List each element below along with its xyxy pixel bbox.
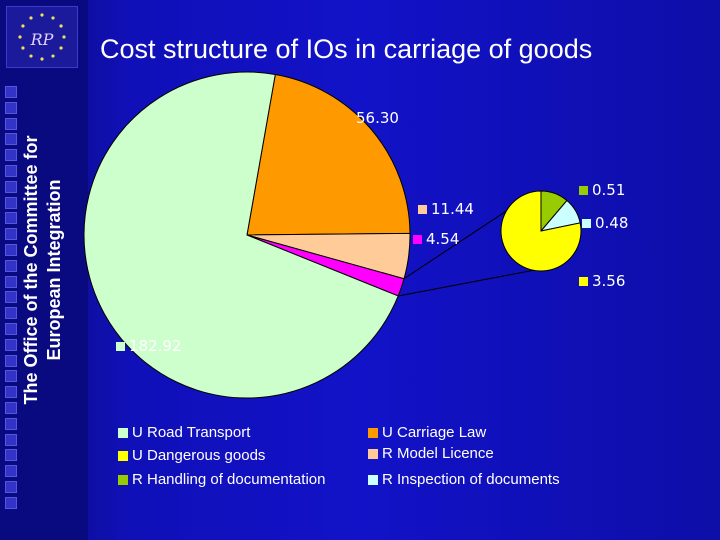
sidebar-square [5, 117, 17, 130]
data-label-sub-dangerous-goods-swatch [579, 277, 588, 286]
legend-label: R Model Licence [382, 445, 494, 462]
data-label-sub-dangerous-goods: 3.56 [592, 272, 625, 290]
sidebar-square [5, 196, 17, 209]
sub-pie-slice-u-dangerous-goods [500, 190, 582, 272]
legend-item: R Model Licence [368, 445, 494, 462]
sidebar-square [5, 101, 17, 114]
sidebar-square [5, 165, 17, 177]
sidebar-square [5, 228, 17, 241]
data-label-handling-documentation: 0.51 [592, 181, 625, 199]
legend-swatch [368, 448, 378, 459]
star-icon [29, 54, 33, 58]
data-label-road-transport-swatch [116, 342, 125, 351]
sidebar-square [5, 465, 17, 478]
sidebar-square [5, 307, 17, 320]
sidebar-square [5, 86, 17, 98]
legend-item: U Dangerous goods [118, 447, 265, 464]
legend-item: U Road Transport [118, 424, 250, 441]
pie-slice-u-carriage-law [246, 73, 411, 236]
star-icon [29, 16, 33, 20]
legend-swatch [118, 474, 128, 485]
star-icon [62, 35, 66, 39]
data-label-dangerous-goods-swatch [413, 235, 422, 244]
sidebar-square [5, 433, 17, 446]
sidebar-square [5, 417, 17, 430]
sidebar-square [5, 149, 17, 162]
sidebar-square [5, 291, 17, 304]
star-icon [40, 13, 44, 17]
data-label-inspection-documents-swatch [582, 219, 591, 228]
legend-swatch [118, 450, 128, 461]
sidebar-square [5, 275, 17, 288]
legend-item: R Handling of documentation [118, 471, 325, 488]
data-label-model-licence: 11.44 [431, 200, 474, 218]
star-icon [51, 54, 55, 58]
data-label-inspection-documents: 0.48 [595, 214, 628, 232]
pie-of-pie-chart: 56.30 11.44 4.54 182.92 0.51 0.48 3.56 [83, 71, 628, 399]
data-label-dangerous-goods: 4.54 [426, 230, 459, 248]
sidebar-square [5, 354, 17, 367]
star-icon [51, 16, 55, 20]
data-label-model-licence-swatch [418, 205, 427, 214]
legend-swatch [368, 474, 378, 485]
eu-stars-logo-icon: RP [18, 13, 66, 61]
legend-label: R Inspection of documents [382, 471, 560, 488]
sidebar-square [5, 496, 17, 509]
legend-item: U Carriage Law [368, 424, 486, 441]
data-label-carriage-law: 56.30 [356, 109, 399, 127]
legend-label: U Carriage Law [382, 424, 487, 441]
page-title: Cost structure of IOs in carriage of goo… [100, 34, 593, 64]
star-icon [21, 46, 25, 50]
sidebar-square [5, 212, 17, 225]
legend-label: U Dangerous goods [132, 447, 266, 464]
connector-line-bottom [398, 269, 536, 297]
data-label-carriage-law-swatch [343, 114, 352, 123]
sidebar-square [5, 402, 17, 414]
logo: RP [6, 6, 78, 68]
legend-label: R Handling of documentation [132, 471, 326, 488]
legend-swatch [118, 427, 128, 438]
star-icon [59, 24, 63, 28]
pie-slice-u-road-transport [83, 71, 399, 399]
sidebar-square [5, 370, 17, 383]
sidebar-square [5, 180, 17, 193]
star-icon [59, 46, 63, 50]
data-label-road-transport: 182.92 [129, 337, 182, 355]
star-icon [21, 24, 25, 28]
sidebar-square [5, 386, 17, 399]
sidebar-square [5, 259, 17, 272]
sidebar-panel: RP [0, 0, 88, 540]
legend-item: R Inspection of documents [368, 471, 560, 488]
sidebar-square [5, 338, 17, 351]
sidebar-square [5, 481, 17, 493]
legend-label: U Road Transport [132, 424, 251, 441]
sidebar-square [5, 449, 17, 462]
star-icon [40, 57, 44, 61]
sidebar-square [5, 244, 17, 256]
data-label-handling-documentation-swatch [579, 186, 588, 195]
sidebar-square [5, 323, 17, 335]
logo-text: RP [30, 30, 54, 49]
chart-legend: U Road Transport U Carriage Law U Dangerou… [118, 424, 708, 514]
star-icon [18, 35, 22, 39]
sidebar-square [5, 133, 17, 146]
legend-swatch [368, 427, 378, 438]
